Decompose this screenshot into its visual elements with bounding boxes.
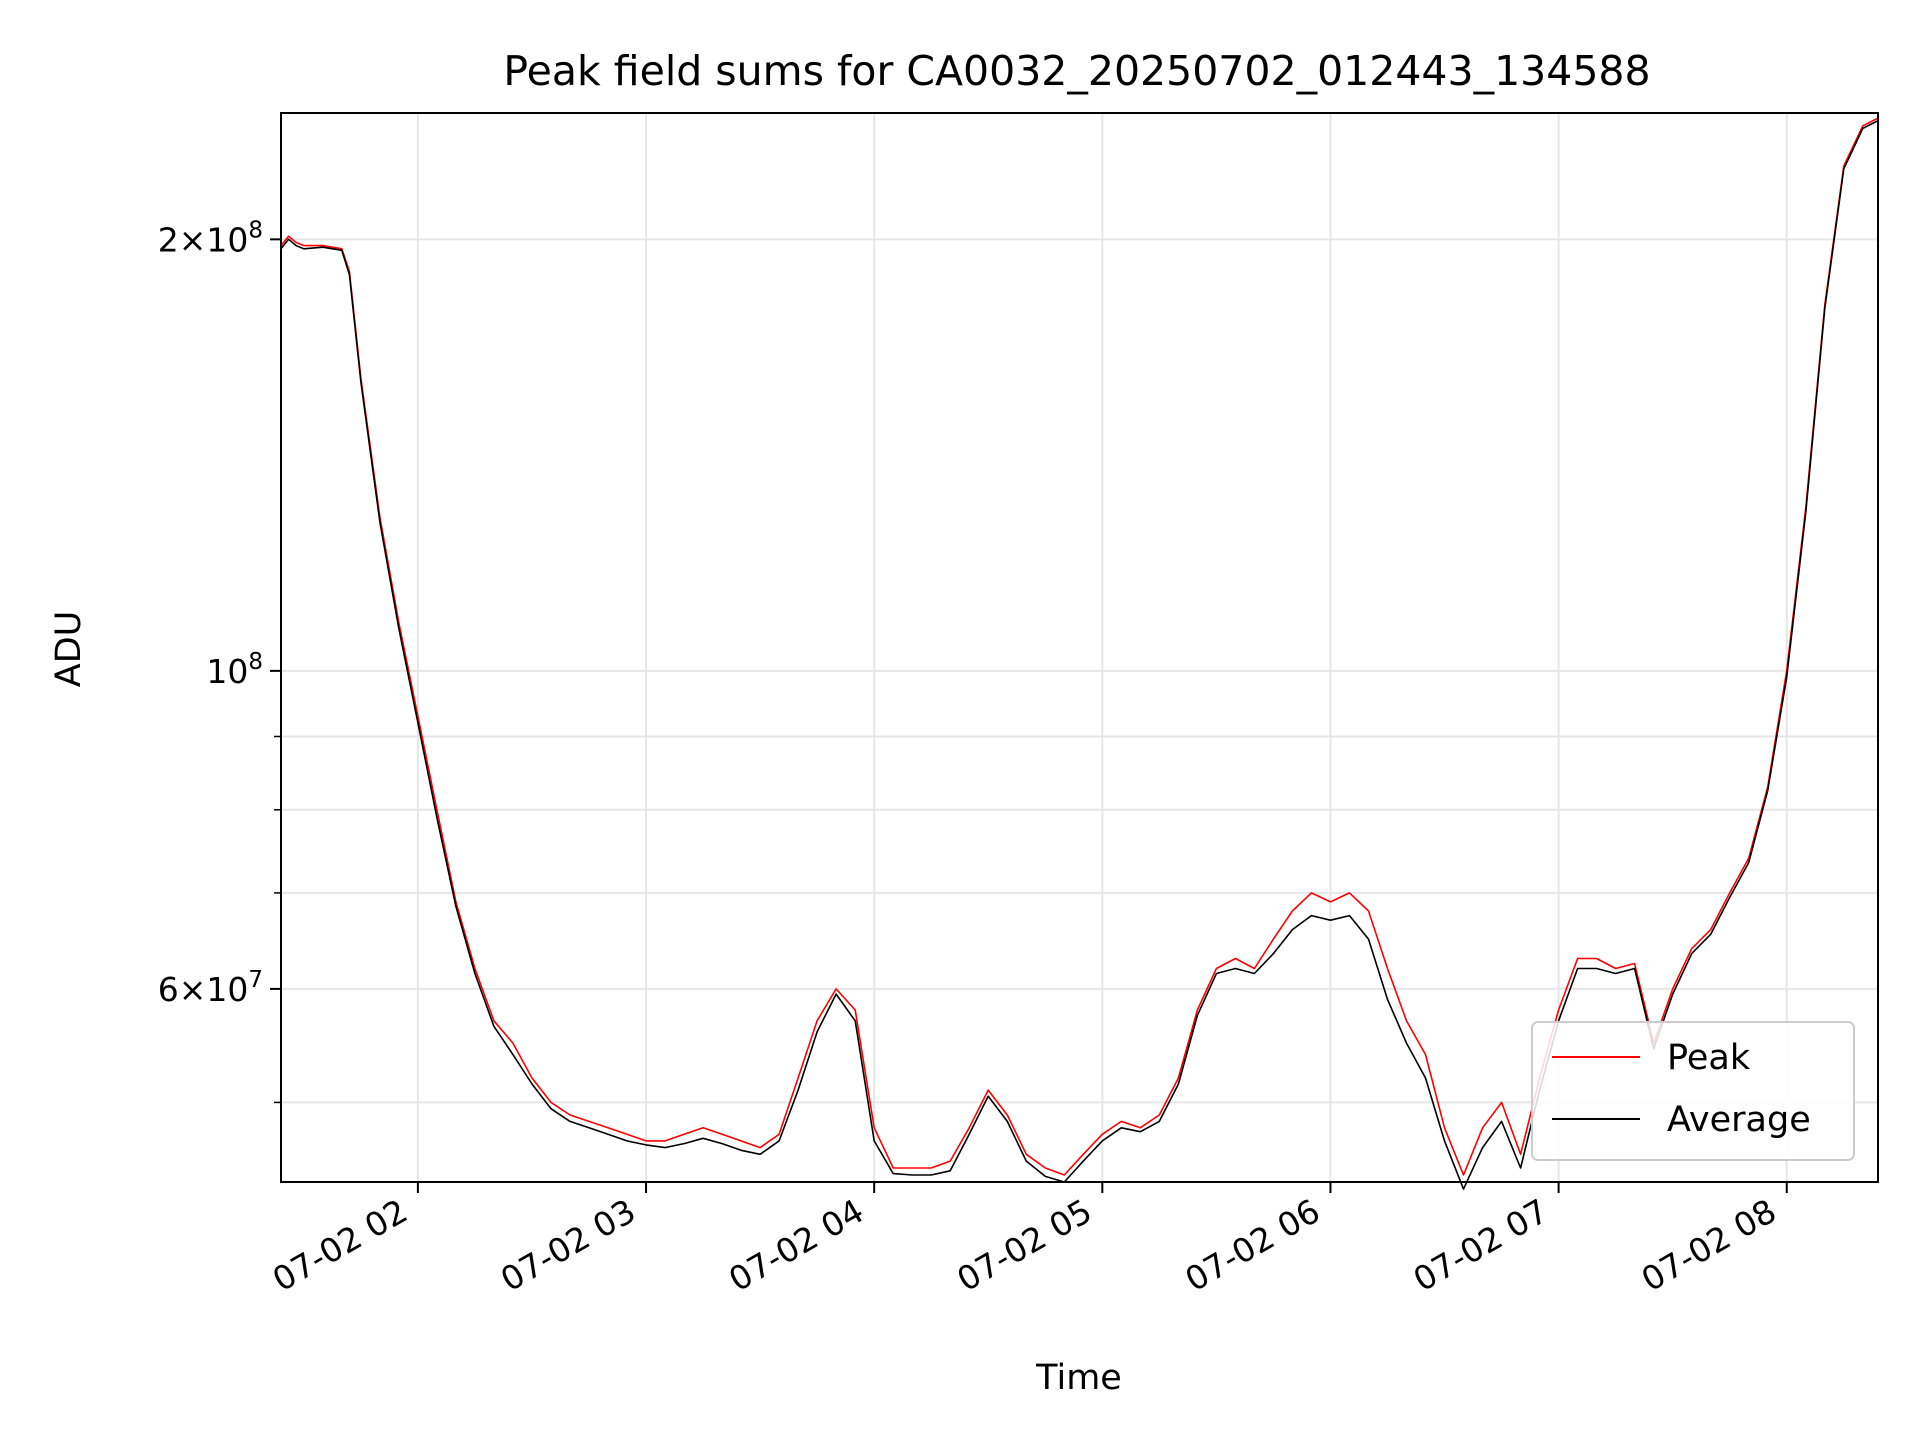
chart-title: Peak field sums for CA0032_20250702_0124… [503,47,1650,95]
legend: Peak Average [1532,1022,1854,1160]
legend-label-average: Average [1667,1100,1811,1140]
y-tick-label: 6×107 [158,967,263,1009]
y-axis-label: ADU [49,611,89,688]
x-axis-label: Time [1035,1358,1122,1398]
legend-label-peak: Peak [1667,1038,1751,1078]
y-tick-label: 2×108 [158,217,263,259]
